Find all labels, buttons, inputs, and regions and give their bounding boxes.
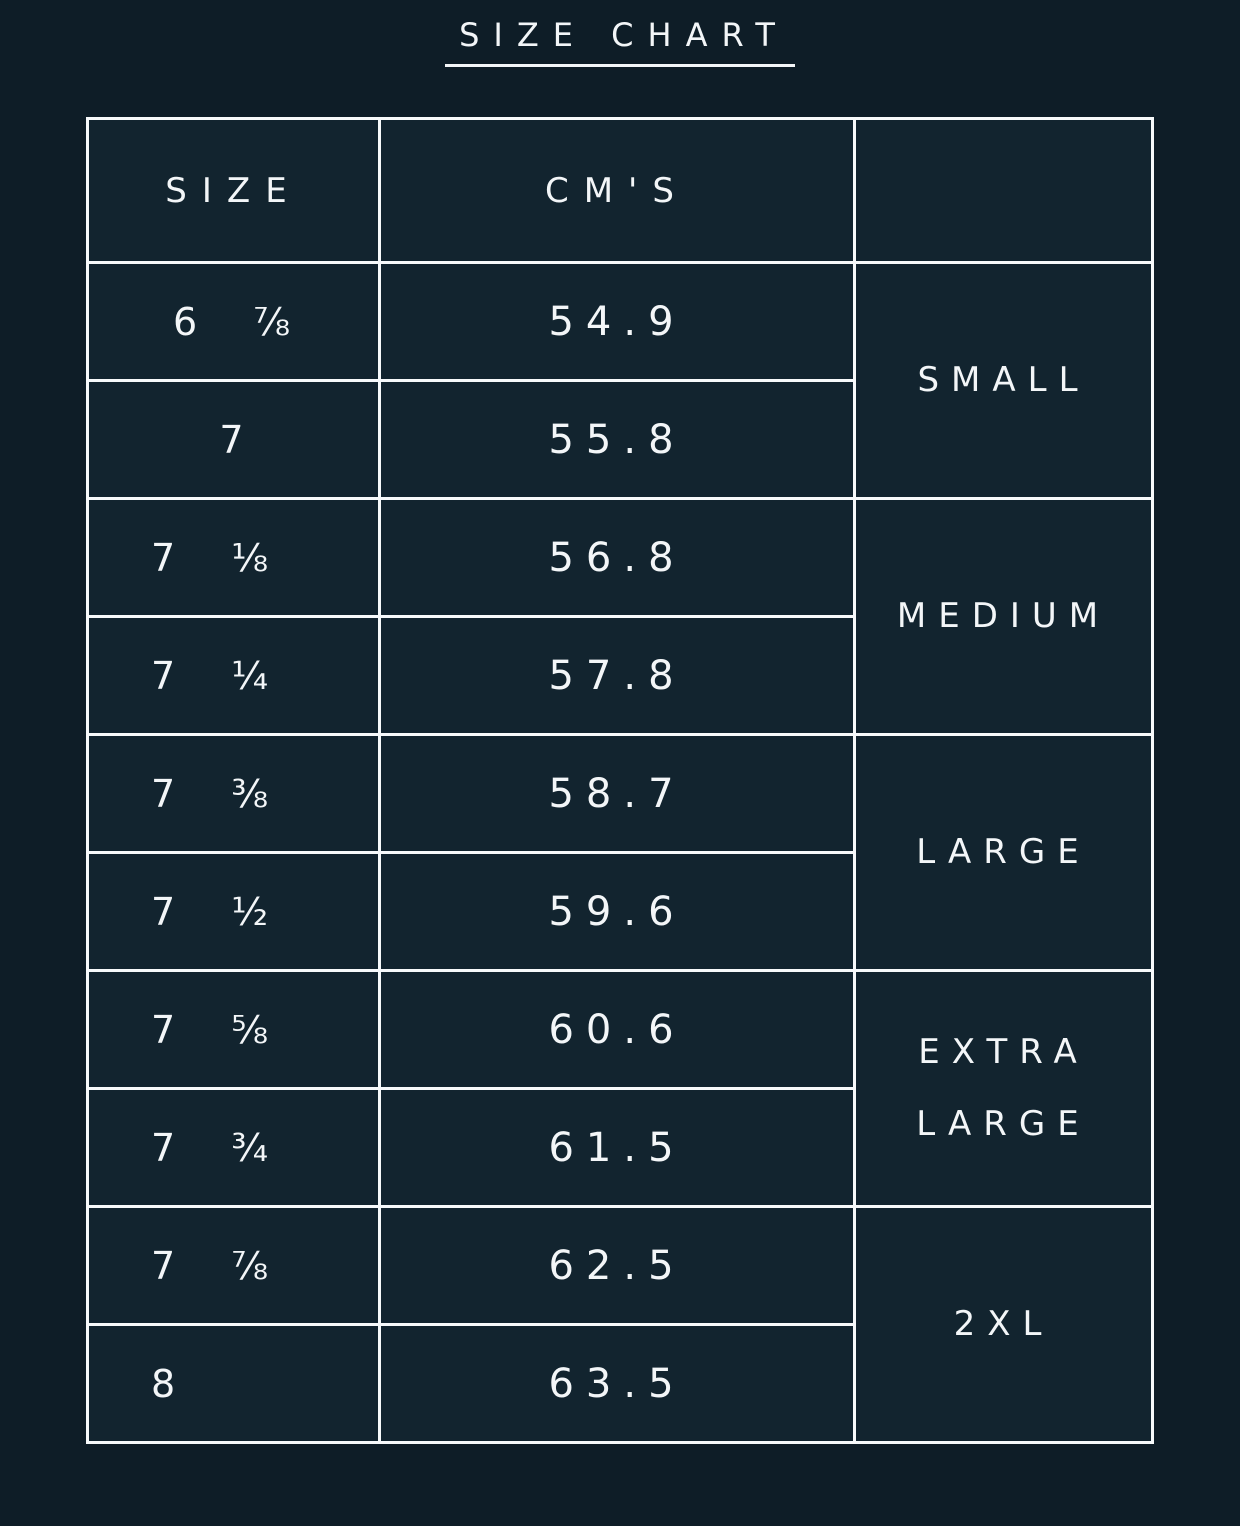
size-group-cell-medium: MEDIUM xyxy=(853,497,1154,736)
size-value: 7 ¼ xyxy=(86,615,381,736)
cm-value: 54.9 xyxy=(378,261,856,382)
size-group-label: SMALL xyxy=(917,359,1090,400)
page-title-text: SIZE CHART xyxy=(445,16,795,67)
header-row: SIZE CM'S xyxy=(86,117,1154,264)
size-value: 7 ⅜ xyxy=(86,733,381,854)
table-row: 7 ½ 59.6 xyxy=(86,851,1153,972)
column-header-size: SIZE xyxy=(86,117,381,264)
table-row: 7 ⅜ 58.7 LARGE xyxy=(86,733,1154,972)
cm-value: 58.7 xyxy=(378,733,856,854)
cm-value: 57.8 xyxy=(378,615,856,736)
size-value: 7 ⅞ xyxy=(86,1205,381,1326)
table-row: 8 63.5 xyxy=(86,1323,1153,1444)
cm-value: 60.6 xyxy=(378,969,856,1090)
size-value: 7 ⅛ xyxy=(86,497,381,618)
size-group-cell-extra-large: EXTRA LARGE xyxy=(853,969,1154,1208)
table-row: 7 ⅛ 56.8 MEDIUM xyxy=(86,497,1154,736)
table-row: 6 ⅞ 54.9 SMALL xyxy=(86,261,1154,500)
table-row: 7 55.8 xyxy=(86,379,1153,500)
size-group-label: EXTRA LARGE xyxy=(916,1032,1091,1144)
page-title: SIZE CHART xyxy=(0,0,1240,67)
size-value: 6 ⅞ xyxy=(86,261,381,382)
size-value: 7 ½ xyxy=(86,851,381,972)
table-row: 7 ¼ 57.8 xyxy=(86,615,1153,736)
table-row: 7 ⅝ 60.6 EXTRA LARGE xyxy=(86,969,1154,1208)
table-row: 7 ¾ 61.5 xyxy=(86,1087,1153,1208)
cm-value: 61.5 xyxy=(378,1087,856,1208)
column-header-group xyxy=(853,117,1154,264)
size-group-cell-2xl: 2XL xyxy=(853,1205,1154,1444)
size-group-cell-large: LARGE xyxy=(853,733,1154,972)
size-group-label: 2XL xyxy=(953,1303,1054,1344)
size-value: 7 ¾ xyxy=(86,1087,381,1208)
size-group-label: MEDIUM xyxy=(896,595,1111,636)
cm-value: 63.5 xyxy=(378,1323,856,1444)
size-chart-table: SIZE CM'S 6 ⅞ 54.9 SMALL 7 55.8 7 ⅛ 56.8 xyxy=(86,117,1154,1444)
size-value: 7 xyxy=(86,379,381,500)
cm-value: 55.8 xyxy=(378,379,856,500)
column-header-cms: CM'S xyxy=(378,117,856,264)
size-group-cell-small: SMALL xyxy=(853,261,1154,500)
size-value: 8 xyxy=(86,1323,381,1444)
cm-value: 59.6 xyxy=(378,851,856,972)
cm-value: 62.5 xyxy=(378,1205,856,1326)
size-value: 7 ⅝ xyxy=(86,969,381,1090)
table-row: 7 ⅞ 62.5 2XL xyxy=(86,1205,1154,1444)
cm-value: 56.8 xyxy=(378,497,856,618)
size-group-label: LARGE xyxy=(916,831,1091,872)
